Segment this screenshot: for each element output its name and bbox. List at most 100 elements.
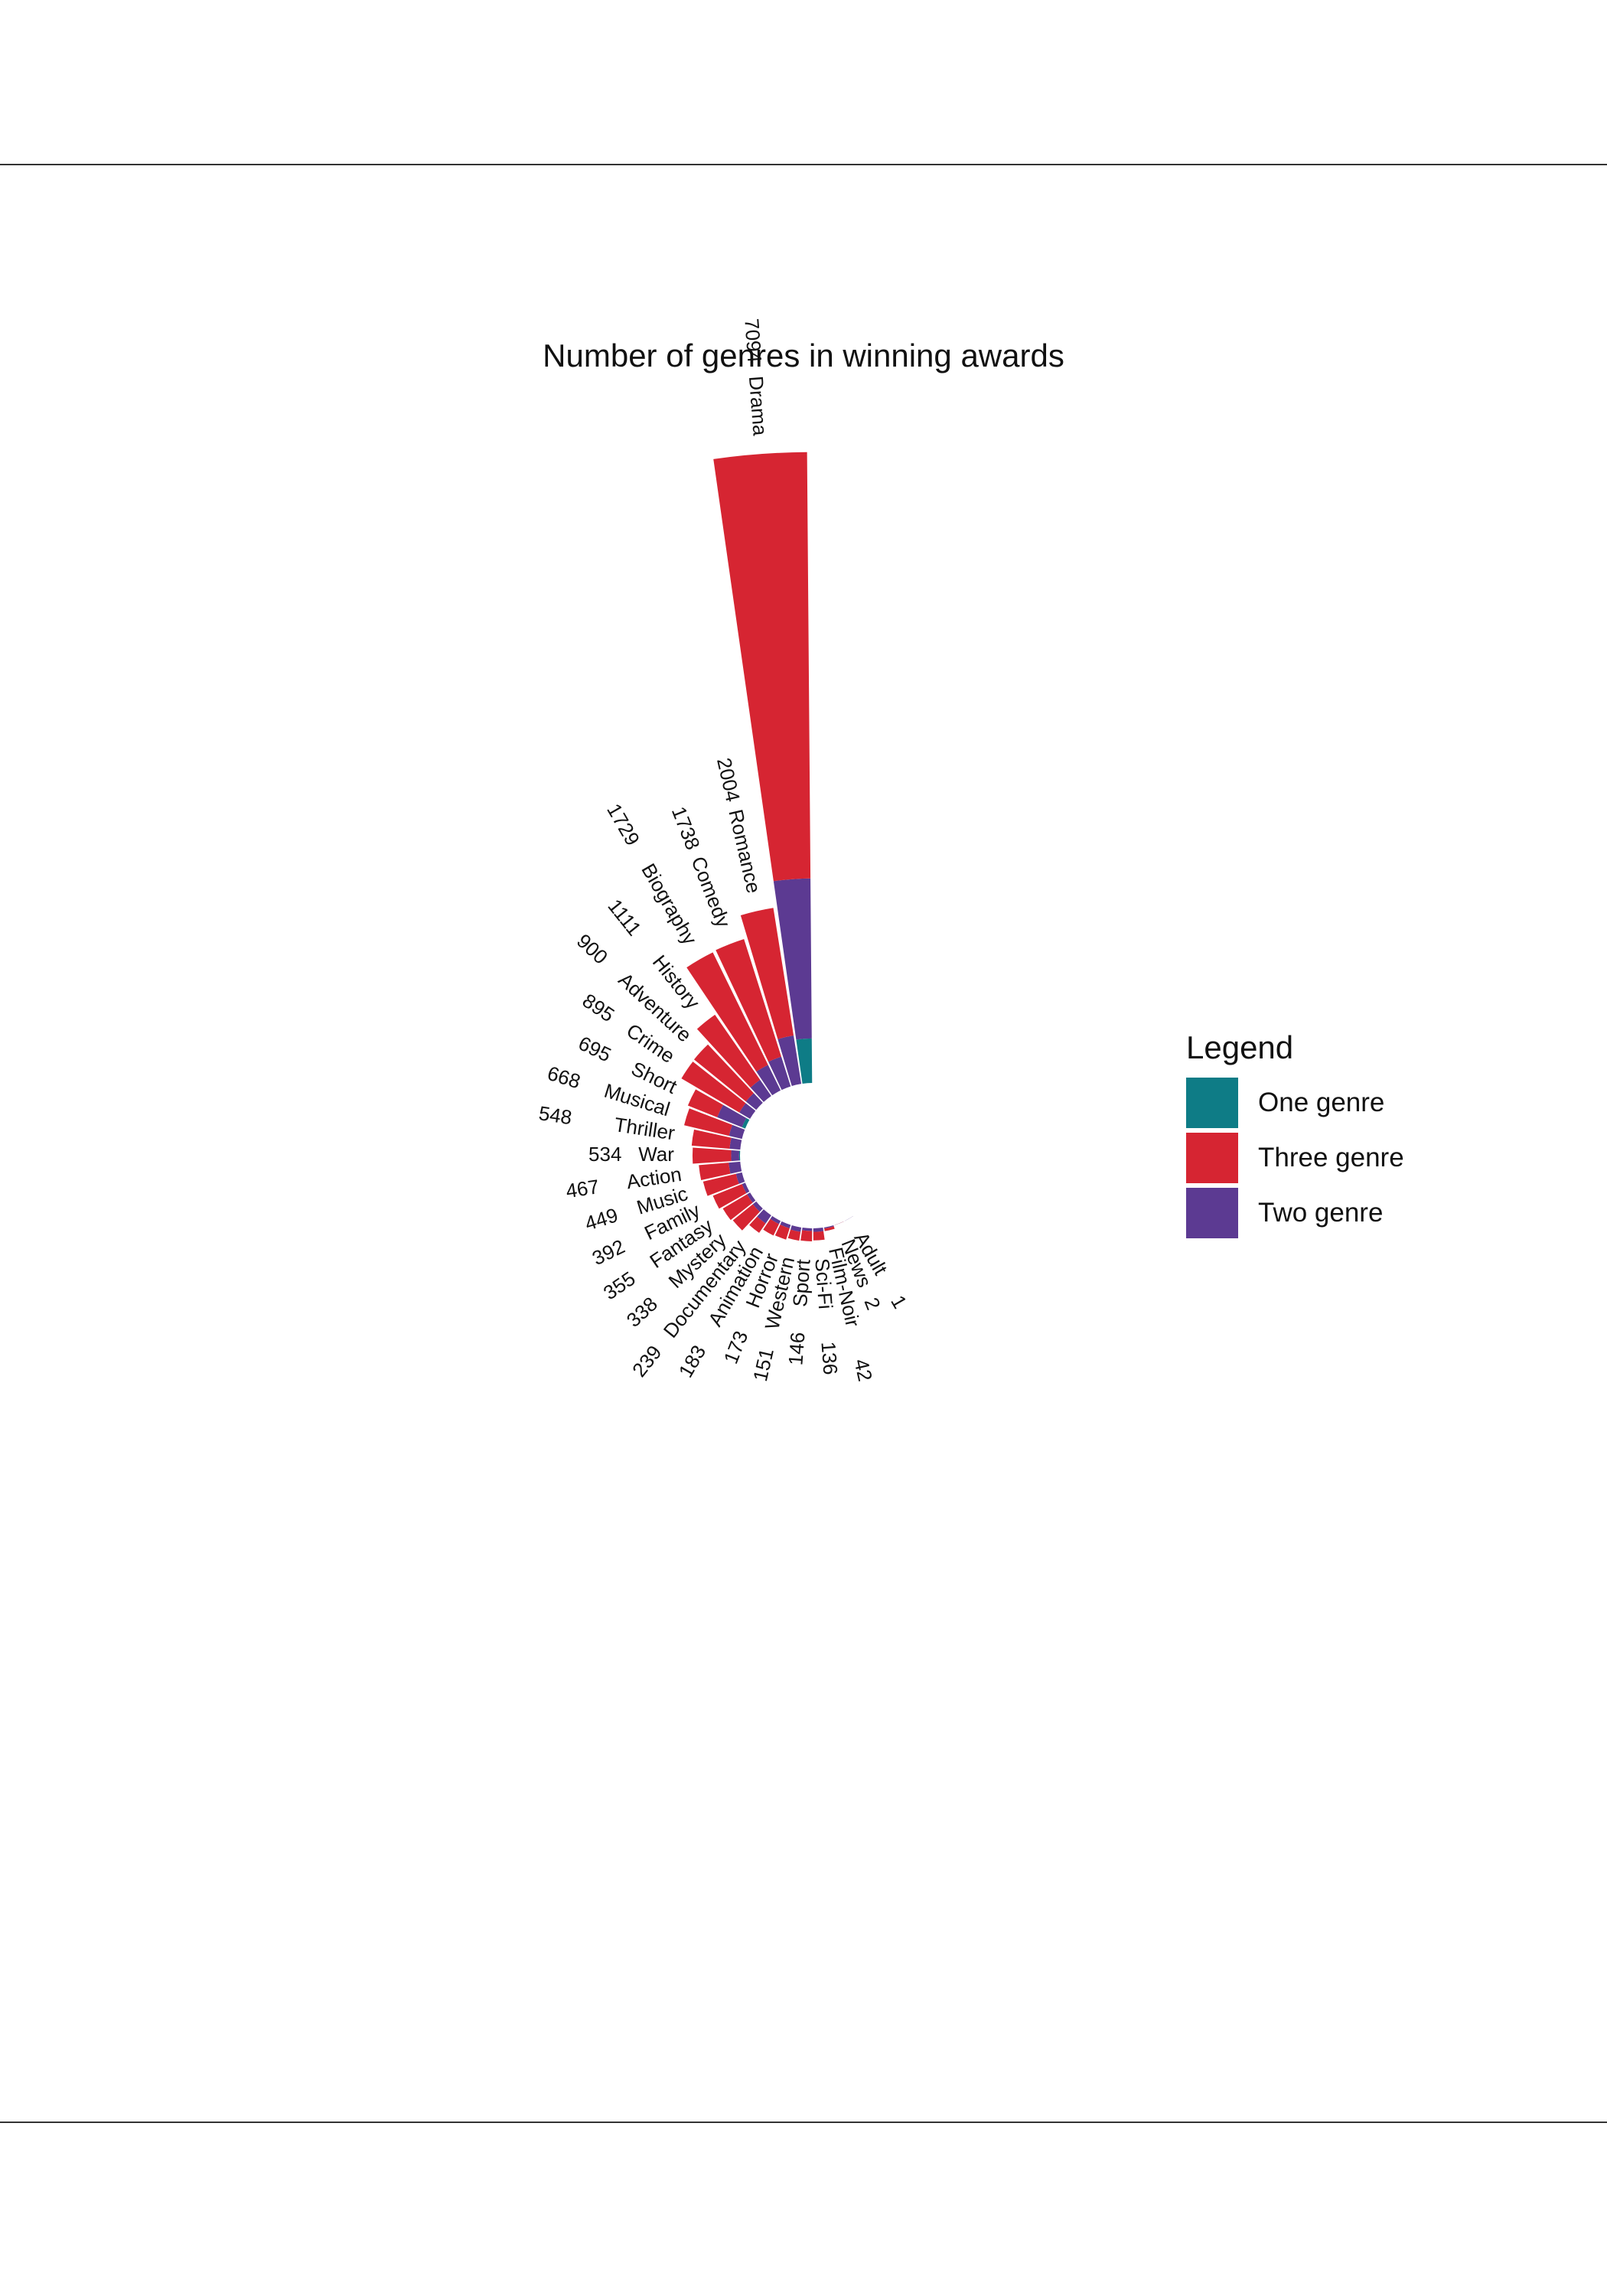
bar-segment-adventure-two-genre xyxy=(745,1093,763,1110)
value-label-biography: 1729 xyxy=(602,800,644,850)
bar-segment-crime-two-genre xyxy=(739,1103,756,1119)
bar-segment-romance-two-genre xyxy=(777,1035,802,1086)
value-label-family: 392 xyxy=(588,1234,628,1270)
bar-segment-drama-three-genre xyxy=(713,452,811,882)
value-label-sport: 146 xyxy=(784,1332,809,1367)
bar-segment-history-two-genre xyxy=(750,1079,771,1102)
bar-segment-sci-fi-three-genre xyxy=(813,1231,825,1241)
legend-label-two-genre: Two genre xyxy=(1258,1198,1384,1228)
value-label-romance: 2004 xyxy=(712,755,745,804)
value-label-music: 449 xyxy=(582,1203,621,1234)
value-label-musical: 668 xyxy=(545,1062,583,1093)
category-label-war: War xyxy=(638,1143,674,1166)
category-label-comedy: Comedy xyxy=(686,853,735,931)
bar-segment-sport-two-genre xyxy=(802,1228,813,1231)
bar-segment-adventure-three-genre xyxy=(693,1044,754,1102)
bar-segment-music-three-genre xyxy=(702,1173,739,1196)
bar-segment-sci-fi-two-genre xyxy=(813,1228,824,1232)
chart-labels: Drama7094Romance2004Comedy1738Biography1… xyxy=(537,318,911,1384)
bar-segment-short-two-genre xyxy=(717,1104,747,1127)
bar-segment-mystery-three-genre xyxy=(732,1204,760,1231)
chart-title: Number of genres in winning awards xyxy=(543,338,1064,373)
bar-segment-film-noir-three-genre xyxy=(824,1226,835,1231)
value-label-sci-fi: 136 xyxy=(817,1341,842,1376)
legend-title: Legend xyxy=(1186,1029,1294,1065)
value-label-drama: 7094 xyxy=(740,318,766,364)
bar-segment-comedy-three-genre xyxy=(715,938,781,1062)
value-label-adventure: 900 xyxy=(572,929,612,969)
bar-segment-biography-two-genre xyxy=(756,1065,781,1096)
bar-segment-short-three-genre xyxy=(687,1089,723,1117)
legend-swatch-two-genre xyxy=(1186,1188,1238,1238)
bar-segment-drama-one-genre xyxy=(796,1038,813,1084)
legend-label-three-genre: Three genre xyxy=(1258,1143,1404,1172)
bar-segment-war-one-genre xyxy=(738,1150,741,1161)
bar-segment-film-noir-two-genre xyxy=(823,1225,834,1229)
page-top-rule xyxy=(0,164,1607,165)
value-label-history: 1111 xyxy=(603,895,646,940)
legend-label-one-genre: One genre xyxy=(1258,1088,1385,1117)
category-label-sci-fi: Sci-Fi xyxy=(810,1257,837,1309)
bar-segment-adult-two-genre xyxy=(844,1215,853,1221)
bar-segment-fantasy-two-genre xyxy=(747,1192,756,1203)
bar-segment-sport-three-genre xyxy=(800,1230,813,1241)
bar-segment-news-three-genre xyxy=(834,1221,844,1225)
bar-segment-thriller-three-genre xyxy=(691,1129,732,1149)
bar-segment-western-two-genre xyxy=(790,1225,802,1232)
category-label-thriller: Thriller xyxy=(613,1113,676,1145)
value-label-war: 534 xyxy=(588,1143,621,1166)
bar-segment-animation-three-genre xyxy=(763,1218,780,1236)
bar-segment-horror-two-genre xyxy=(780,1221,791,1228)
bar-segment-musical-three-genre xyxy=(684,1108,733,1137)
legend-item-two-genre: Two genre xyxy=(1186,1186,1404,1241)
value-label-mystery: 338 xyxy=(622,1292,662,1332)
value-label-action: 467 xyxy=(564,1175,600,1202)
bar-segment-war-two-genre xyxy=(731,1150,740,1162)
value-label-horror: 173 xyxy=(719,1328,753,1367)
bar-segment-action-three-genre xyxy=(699,1163,731,1181)
category-label-drama: Drama xyxy=(745,375,772,437)
value-label-documentary: 239 xyxy=(627,1341,667,1381)
value-label-crime: 895 xyxy=(579,989,619,1026)
bar-segment-news-two-genre xyxy=(834,1221,844,1225)
bar-segment-western-three-genre xyxy=(787,1229,801,1241)
bar-segment-action-two-genre xyxy=(729,1161,742,1174)
bar-segment-war-three-genre xyxy=(692,1147,732,1164)
category-label-sport: Sport xyxy=(788,1258,815,1308)
chart-bars xyxy=(681,452,853,1241)
bar-segment-biography-three-genre xyxy=(686,952,768,1072)
bar-segment-family-three-genre xyxy=(712,1184,747,1209)
bar-segment-documentary-two-genre xyxy=(757,1209,771,1224)
legend-item-one-genre: One genre xyxy=(1186,1075,1404,1130)
bar-segment-history-three-genre xyxy=(696,1014,761,1088)
value-label-adult: 1 xyxy=(886,1291,911,1313)
value-label-animation: 183 xyxy=(674,1341,711,1381)
bar-segment-fantasy-three-genre xyxy=(722,1194,753,1221)
value-label-short: 695 xyxy=(575,1032,614,1067)
value-label-news: 2 xyxy=(860,1294,885,1313)
value-label-western: 151 xyxy=(748,1346,778,1384)
page-bottom-rule xyxy=(0,2122,1607,2123)
bar-segment-horror-three-genre xyxy=(774,1225,790,1240)
legend-swatch-one-genre xyxy=(1186,1078,1238,1128)
value-label-thriller: 548 xyxy=(537,1101,573,1129)
bar-segment-documentary-three-genre xyxy=(749,1216,766,1233)
bar-segment-drama-two-genre xyxy=(773,878,812,1040)
legend-item-three-genre: Three genre xyxy=(1186,1130,1404,1186)
bar-segment-thriller-two-genre xyxy=(729,1137,742,1150)
bar-segment-music-two-genre xyxy=(735,1172,745,1184)
value-label-fantasy: 355 xyxy=(599,1267,640,1304)
legend-swatch-three-genre xyxy=(1186,1133,1238,1183)
value-label-film-noir: 42 xyxy=(849,1357,877,1384)
bar-segment-comedy-two-genre xyxy=(768,1056,791,1091)
category-label-romance: Romance xyxy=(724,807,765,895)
bar-segment-family-two-genre xyxy=(742,1182,750,1194)
bar-segment-animation-two-genre xyxy=(770,1215,781,1225)
bar-segment-musical-two-genre xyxy=(729,1124,745,1140)
bar-segment-short-one-genre xyxy=(742,1117,750,1129)
bar-segment-romance-three-genre xyxy=(740,908,794,1039)
bar-segment-crime-three-genre xyxy=(681,1062,746,1113)
bar-segment-mystery-two-genre xyxy=(752,1201,763,1212)
value-label-comedy: 1738 xyxy=(667,804,705,853)
